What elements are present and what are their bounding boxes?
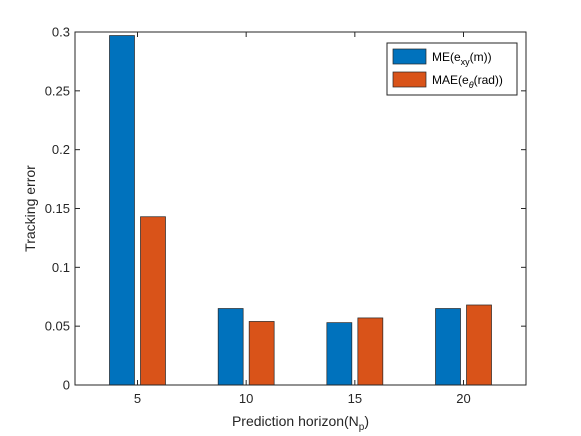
x-axis-label-sub: p — [359, 422, 365, 433]
legend-mae-sub: θ — [469, 80, 474, 90]
y-tick-label: 0.15 — [45, 201, 70, 216]
bar-me-15 — [326, 322, 353, 386]
y-axis-label: Tracking error — [22, 165, 38, 252]
y-tick-label: 0.2 — [52, 142, 70, 157]
x-tick-label: 15 — [348, 391, 362, 406]
legend-label-mae: MAE(eθ(rad)) — [432, 73, 503, 90]
plot-frame — [74, 31, 527, 386]
legend-me-tail: (m)) — [470, 50, 492, 64]
x-axis-label-tail: ) — [364, 413, 369, 429]
y-tick-label: 0.05 — [45, 319, 70, 334]
y-tick-label: 0.3 — [52, 25, 70, 40]
legend-me-main: ME(e — [432, 50, 461, 64]
legend: ME(exy(m)) MAE(eθ(rad)) — [386, 42, 518, 96]
bars-layer — [109, 35, 492, 386]
y-tick-label: 0 — [63, 378, 70, 393]
bar-mae-10 — [248, 321, 275, 386]
x-axis-label-main: Prediction horizon(N — [232, 413, 359, 429]
legend-mae-tail: (rad)) — [474, 73, 503, 87]
bar-mae-20 — [466, 304, 492, 386]
legend-mae-main: MAE(e — [432, 73, 469, 87]
legend-label-me: ME(exy(m)) — [432, 50, 492, 67]
bar-me-10 — [217, 308, 244, 386]
bar-me-20 — [435, 308, 461, 386]
x-ticks: 5 10 15 20 — [134, 32, 471, 406]
legend-swatch-mae — [392, 71, 427, 88]
bar-mae-5 — [140, 216, 166, 386]
y-ticks: 0 0.05 0.1 0.15 0.2 0.25 0.3 — [45, 25, 526, 393]
legend-swatch-me — [392, 48, 427, 65]
y-tick-label: 0.1 — [52, 260, 70, 275]
x-tick-label: 10 — [239, 391, 253, 406]
y-tick-label: 0.25 — [45, 83, 70, 98]
legend-me-sub: xy — [461, 57, 471, 67]
x-axis-label: Prediction horizon(Np) — [232, 413, 369, 433]
x-tick-label: 20 — [456, 391, 470, 406]
x-tick-label: 5 — [134, 391, 141, 406]
bar-mae-15 — [357, 317, 384, 386]
bar-me-5 — [109, 35, 135, 386]
